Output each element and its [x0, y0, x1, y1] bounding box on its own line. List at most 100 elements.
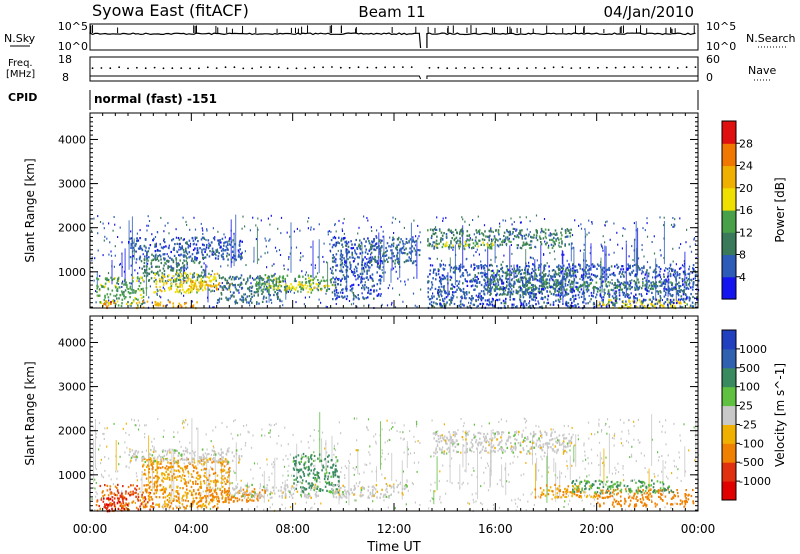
data-cell — [259, 282, 261, 285]
data-cell — [643, 265, 645, 268]
data-cell — [528, 243, 531, 246]
data-cell — [477, 277, 479, 281]
data-cell — [461, 295, 463, 298]
data-cell — [507, 291, 510, 294]
scatter-cell — [269, 223, 271, 226]
data-cell — [439, 276, 441, 279]
data-cell — [474, 266, 476, 269]
nave-dot — [517, 67, 520, 70]
data-cell — [114, 303, 117, 306]
data-cell — [612, 297, 615, 300]
scatter-cell — [123, 270, 125, 273]
data-cell — [197, 289, 200, 292]
scatter-cell — [694, 243, 696, 246]
data-cell — [572, 274, 575, 277]
data-cell — [214, 276, 217, 279]
scatter-cell — [104, 235, 106, 238]
data-cell — [356, 270, 358, 273]
data-cell — [654, 268, 657, 271]
data-cell — [510, 273, 512, 276]
data-cell — [345, 261, 347, 264]
data-cell — [509, 270, 511, 273]
data-cell — [541, 282, 544, 285]
data-cell — [181, 266, 183, 269]
scatter-cell — [167, 299, 169, 302]
data-cell — [505, 274, 508, 278]
data-cell — [132, 255, 134, 258]
data-cell — [488, 278, 490, 281]
nave-dot — [313, 66, 316, 69]
scatter-cell — [504, 219, 507, 222]
data-cell — [435, 274, 438, 277]
data-cell — [556, 265, 558, 268]
data-cell — [428, 298, 431, 301]
data-cell — [428, 244, 431, 247]
data-cell — [569, 268, 572, 271]
data-cell — [682, 291, 685, 294]
scatter-cell — [138, 280, 140, 283]
data-cell — [261, 300, 264, 303]
data-cell — [435, 228, 438, 231]
data-cell — [679, 301, 681, 304]
scatter-cell — [401, 252, 404, 255]
data-cell — [199, 260, 201, 264]
data-cell — [409, 247, 411, 250]
data-cell — [480, 243, 483, 246]
data-cell — [603, 267, 606, 270]
data-cell — [663, 302, 665, 305]
data-cell — [220, 241, 222, 244]
data-cell — [432, 229, 435, 232]
nave-dot — [286, 67, 289, 70]
data-cell — [417, 249, 420, 252]
streak-cell — [688, 273, 690, 288]
data-cell — [155, 278, 157, 281]
scatter-cell — [283, 280, 285, 283]
data-cell — [471, 280, 474, 283]
scatter-cell — [154, 236, 157, 238]
data-cell — [374, 260, 377, 263]
data-cell — [211, 285, 213, 288]
data-cell — [371, 273, 374, 276]
data-cell — [110, 301, 112, 304]
data-cell — [613, 287, 616, 290]
data-cell — [439, 298, 441, 302]
data-cell — [362, 258, 364, 261]
data-cell — [347, 250, 350, 253]
scatter-cell — [674, 224, 676, 227]
data-cell — [187, 274, 189, 278]
data-cell — [559, 286, 561, 289]
data-cell — [137, 304, 139, 307]
data-cell — [99, 301, 101, 304]
data-cell — [353, 294, 355, 297]
data-cell — [220, 291, 223, 295]
data-cell — [306, 285, 309, 288]
streak-cell — [509, 245, 511, 283]
data-cell — [345, 271, 348, 274]
data-cell — [341, 270, 344, 273]
scatter-cell — [598, 463, 600, 466]
data-cell — [602, 296, 605, 299]
scatter-cell — [414, 304, 416, 307]
data-cell — [176, 272, 179, 275]
data-cell — [317, 289, 320, 292]
data-cell — [448, 264, 451, 267]
nave-dot — [641, 66, 644, 68]
data-cell — [494, 240, 496, 243]
data-cell — [221, 255, 223, 258]
data-cell — [205, 246, 208, 249]
data-cell — [155, 254, 157, 257]
data-cell — [444, 291, 446, 294]
scatter-cell — [217, 288, 220, 291]
nave-dot — [437, 66, 440, 69]
nave-dot — [339, 66, 342, 69]
data-cell — [636, 297, 638, 300]
data-cell — [222, 276, 224, 279]
data-cell — [368, 249, 371, 252]
data-cell — [446, 275, 448, 278]
data-cell — [483, 285, 486, 288]
data-cell — [215, 286, 217, 289]
data-cell — [346, 253, 348, 256]
scatter-cell — [268, 239, 270, 242]
data-cell — [467, 274, 469, 277]
data-cell — [140, 288, 143, 291]
